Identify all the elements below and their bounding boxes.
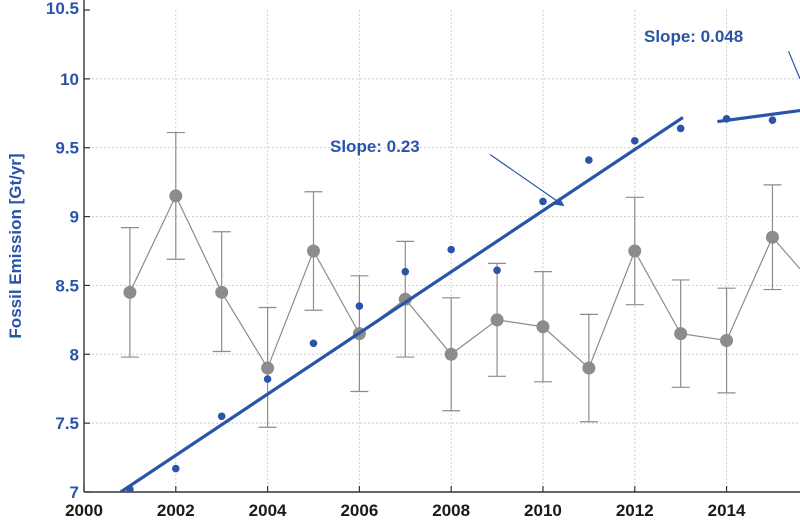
gray-data-point xyxy=(444,347,458,361)
y-tick-label: 7.5 xyxy=(55,414,79,433)
annotation-arrows xyxy=(489,51,800,207)
y-tick-label: 10.5 xyxy=(46,0,79,18)
gray-data-point xyxy=(720,334,734,348)
x-tick-label: 2006 xyxy=(340,501,378,520)
slope-annotation-2: Slope: 0.048 xyxy=(644,27,743,46)
plot-area xyxy=(119,108,800,492)
trend-line xyxy=(119,116,684,492)
y-tick-label: 7 xyxy=(70,483,79,502)
gray-data-point xyxy=(306,244,320,258)
gray-data-point xyxy=(490,313,504,327)
blue-data-point xyxy=(401,267,410,276)
trend-line xyxy=(717,108,800,124)
y-tick-label: 9.5 xyxy=(55,139,79,158)
gray-data-point xyxy=(261,361,275,375)
x-tick-label: 2010 xyxy=(524,501,562,520)
blue-data-point xyxy=(676,124,685,133)
blue-data-point xyxy=(539,197,547,206)
gray-data-point xyxy=(765,230,779,244)
blue-data-point xyxy=(447,245,455,254)
gray-data-point xyxy=(169,189,183,203)
blue-data-point xyxy=(630,137,639,145)
x-tick-label: 2004 xyxy=(249,501,287,520)
gray-data-point xyxy=(628,244,642,258)
blue-data-point xyxy=(768,116,777,124)
gray-data-point xyxy=(123,285,137,299)
gray-data-point xyxy=(215,285,229,299)
y-tick-label: 9 xyxy=(70,208,79,227)
x-tick-label: 2012 xyxy=(616,501,654,520)
blue-data-point xyxy=(126,485,134,492)
x-tick-label: 2000 xyxy=(65,501,103,520)
gray-data-point xyxy=(674,327,688,341)
y-tick-label: 8.5 xyxy=(55,276,79,295)
slope-annotation-1: Slope: 0.23 xyxy=(330,137,420,156)
x-tick-label: 2014 xyxy=(708,501,746,520)
y-tick-label: 10 xyxy=(60,70,79,89)
gray-data-point xyxy=(582,361,596,375)
y-tick-label: 8 xyxy=(70,345,79,364)
annotation-arrow xyxy=(787,51,800,80)
blue-data-point xyxy=(263,375,272,383)
blue-data-point xyxy=(355,302,364,310)
gray-data-point xyxy=(398,292,412,306)
blue-data-point xyxy=(309,339,318,348)
blue-data-point xyxy=(217,412,226,421)
gray-data-point xyxy=(536,320,550,334)
x-tick-label: 2002 xyxy=(157,501,195,520)
blue-data-point xyxy=(171,464,180,473)
blue-data-point xyxy=(722,114,731,123)
axes xyxy=(83,0,800,493)
blue-data-point xyxy=(493,266,501,275)
blue-data-point xyxy=(585,156,593,164)
gray-series-line xyxy=(129,194,800,370)
x-tick-label: 2008 xyxy=(432,501,470,520)
annotation-arrow xyxy=(489,154,565,207)
grid xyxy=(84,10,800,492)
y-axis-title: Fossil Emission [Gt/yr] xyxy=(6,153,25,338)
tick-labels: 2000 2002 2004 2006 2008 2010 2012 2014 7 7.5 8 8.5… xyxy=(46,0,746,520)
